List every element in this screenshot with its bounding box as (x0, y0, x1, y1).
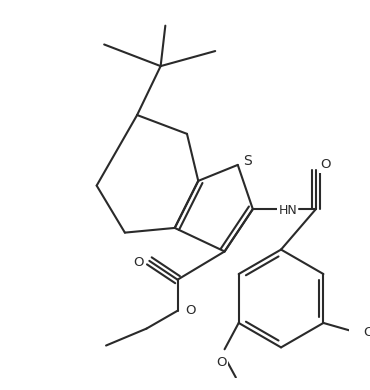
Text: O: O (185, 304, 196, 317)
Text: HN: HN (278, 204, 297, 218)
Text: O: O (320, 158, 330, 171)
Text: O: O (216, 356, 227, 369)
Text: O: O (133, 256, 143, 269)
Text: S: S (243, 154, 252, 168)
Text: O: O (363, 326, 370, 339)
